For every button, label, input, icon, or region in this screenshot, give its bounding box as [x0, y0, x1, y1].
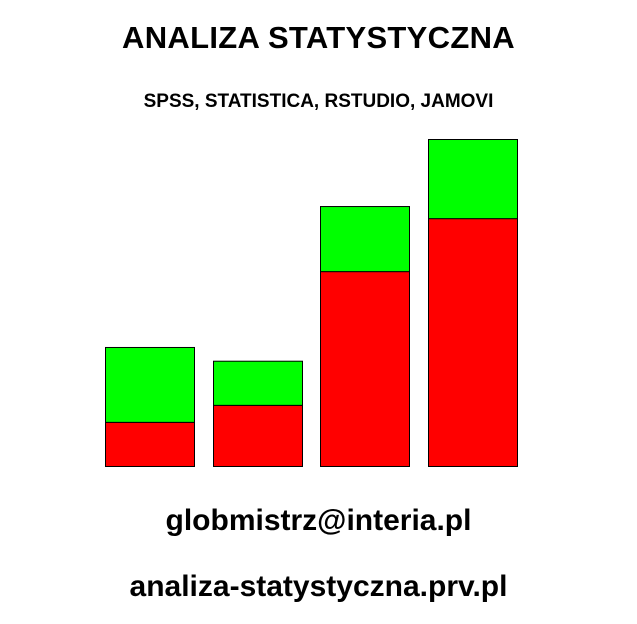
page-title: ANALIZA STATYSTYCZNA	[122, 20, 515, 55]
bar-1-segment-1	[105, 421, 195, 468]
bar-3-segment-1	[320, 271, 410, 467]
page-subtitle: SPSS, STATISTICA, RSTUDIO, JAMOVI	[143, 91, 494, 112]
bar-4-segment-1	[428, 218, 518, 467]
contact-email: globmistrz@interia.pl	[165, 504, 472, 537]
bar-2-segment-2	[213, 360, 303, 406]
bar-4-segment-2	[428, 139, 518, 220]
bar-2-segment-1	[213, 404, 303, 468]
bar-3-segment-2	[320, 206, 410, 273]
website-url: analiza-statystyczna.prv.pl	[129, 570, 508, 603]
bar-1-segment-2	[105, 346, 195, 423]
